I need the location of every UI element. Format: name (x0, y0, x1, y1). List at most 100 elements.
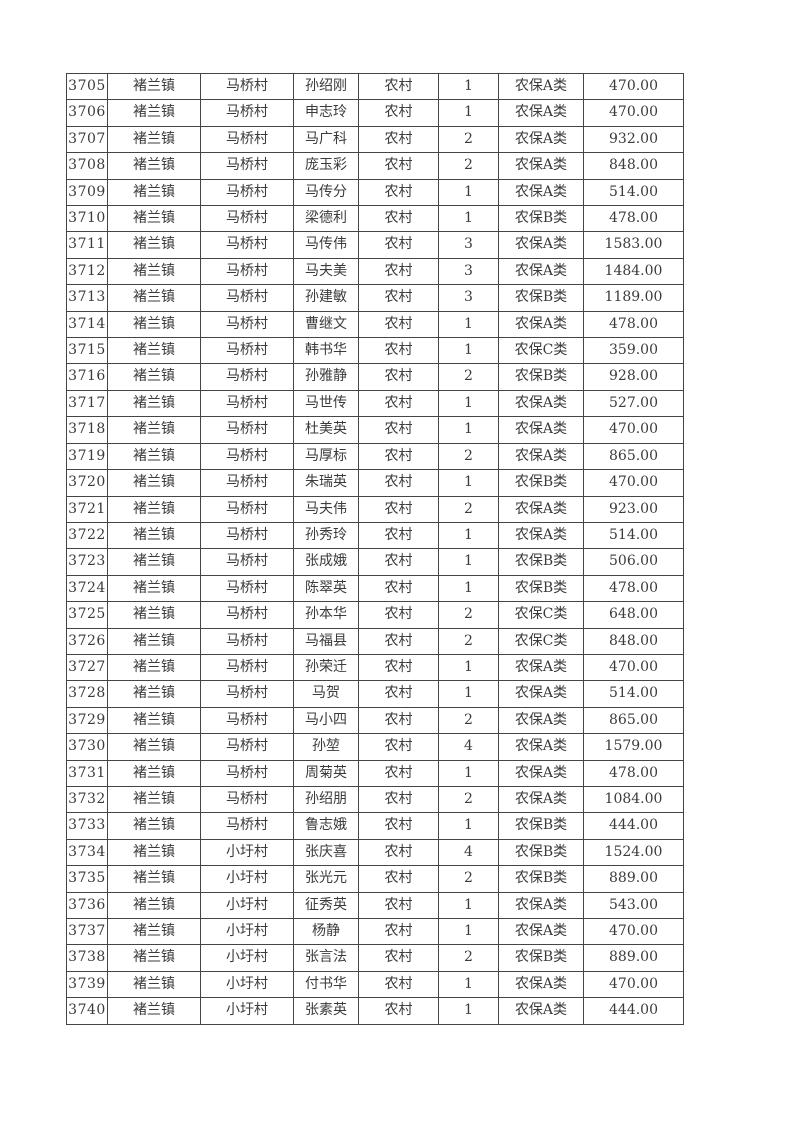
cell-village: 马桥村 (200, 680, 294, 708)
cell-category: 农村 (358, 284, 439, 312)
cell-name: 孙本华 (293, 601, 359, 629)
cell-village: 马桥村 (200, 495, 294, 523)
cell-amount: 470.00 (583, 970, 684, 999)
cell-name: 孙建敏 (293, 284, 359, 312)
cell-serial: 3724 (66, 574, 108, 603)
table-row: 3729 褚兰镇 马桥村 马小四 农村 2 农保A类 865.00 (66, 706, 684, 735)
cell-insurance_class: 农保A类 (498, 785, 584, 814)
table-row: 3724 褚兰镇 马桥村 陈翠英 农村 1 农保B类 478.00 (66, 574, 684, 603)
table-row: 3736 褚兰镇 小圩村 征秀英 农村 1 农保A类 543.00 (66, 891, 684, 920)
table-row: 3727 褚兰镇 马桥村 孙荣迁 农村 1 农保A类 470.00 (66, 653, 684, 682)
cell-town: 褚兰镇 (107, 337, 201, 365)
cell-category: 农村 (358, 865, 439, 893)
table-row: 3716 褚兰镇 马桥村 孙雅静 农村 2 农保B类 928.00 (66, 363, 684, 391)
cell-name: 孙堃 (293, 733, 359, 761)
table-row: 3734 褚兰镇 小圩村 张庆喜 农村 4 农保B类 1524.00 (66, 838, 684, 867)
table-row: 3711 褚兰镇 马桥村 马传伟 农村 3 农保A类 1583.00 (66, 231, 684, 259)
table-container: 3705 褚兰镇 马桥村 孙绍刚 农村 1 农保A类 470.00 3706 褚兰镇 马桥村 申志玲农… (66, 72, 684, 1025)
table-row: 3708 褚兰镇 马桥村 庞玉彩 农村 2 农保A类 848.00 (66, 152, 684, 180)
cell-insurance_class: 农保A类 (498, 970, 584, 999)
cell-village: 马桥村 (200, 416, 294, 444)
table-row: 3706 褚兰镇 马桥村 申志玲 农村 1 农保A类 470.00 (66, 99, 684, 127)
cell-town: 褚兰镇 (107, 178, 201, 207)
cell-village: 马桥村 (200, 231, 294, 259)
cell-name: 马广科 (293, 125, 359, 154)
cell-name: 孙绍刚 (293, 72, 359, 101)
cell-insurance_class: 农保A类 (498, 680, 584, 708)
cell-insurance_class: 农保B类 (498, 548, 584, 576)
cell-insurance_class: 农保A类 (498, 125, 584, 154)
cell-village: 马桥村 (200, 574, 294, 603)
cell-category: 农村 (358, 944, 439, 972)
cell-town: 褚兰镇 (107, 574, 201, 603)
cell-serial: 3710 (66, 205, 108, 233)
table-row: 3735 褚兰镇 小圩村 张光元 农村 2 农保B类 889.00 (66, 865, 684, 893)
cell-insurance_class: 农保B类 (498, 284, 584, 312)
cell-amount: 648.00 (583, 601, 684, 629)
cell-category: 农村 (358, 469, 439, 497)
cell-name: 张成娥 (293, 548, 359, 576)
cell-amount: 514.00 (583, 521, 684, 550)
cell-serial: 3714 (66, 310, 108, 339)
cell-count: 4 (438, 838, 499, 867)
table-row: 3722 褚兰镇 马桥村 孙秀玲 农村 1 农保A类 514.00 (66, 521, 684, 550)
cell-name: 马传分 (293, 178, 359, 207)
table-row: 3738 褚兰镇 小圩村 张言法 农村 2 农保B类 889.00 (66, 944, 684, 972)
cell-amount: 1583.00 (583, 231, 684, 259)
cell-category: 农村 (358, 970, 439, 999)
cell-amount: 1579.00 (583, 733, 684, 761)
cell-insurance_class: 农保A类 (498, 178, 584, 207)
cell-serial: 3712 (66, 257, 108, 286)
cell-count: 2 (438, 706, 499, 735)
cell-amount: 444.00 (583, 997, 684, 1025)
cell-category: 农村 (358, 125, 439, 154)
cell-village: 马桥村 (200, 521, 294, 550)
cell-amount: 1524.00 (583, 838, 684, 867)
cell-serial: 3715 (66, 337, 108, 365)
table-row: 3705 褚兰镇 马桥村 孙绍刚 农村 1 农保A类 470.00 (66, 72, 684, 101)
table-row: 3739 褚兰镇 小圩村 付书华 农村 1 农保A类 470.00 (66, 970, 684, 999)
cell-count: 1 (438, 310, 499, 339)
cell-town: 褚兰镇 (107, 205, 201, 233)
cell-count: 1 (438, 521, 499, 550)
cell-insurance_class: 农保B类 (498, 469, 584, 497)
cell-village: 马桥村 (200, 389, 294, 418)
cell-name: 张庆喜 (293, 838, 359, 867)
cell-amount: 889.00 (583, 944, 684, 972)
cell-town: 褚兰镇 (107, 917, 201, 946)
cell-name: 马福县 (293, 627, 359, 655)
cell-count: 1 (438, 812, 499, 840)
table-row: 3732 褚兰镇 马桥村 孙绍朋 农村 2 农保A类 1084.00 (66, 785, 684, 814)
cell-town: 褚兰镇 (107, 310, 201, 339)
cell-count: 3 (438, 284, 499, 312)
cell-name: 付书华 (293, 970, 359, 999)
cell-category: 农村 (358, 785, 439, 814)
cell-category: 农村 (358, 231, 439, 259)
cell-name: 梁德利 (293, 205, 359, 233)
cell-count: 1 (438, 337, 499, 365)
cell-count: 1 (438, 970, 499, 999)
cell-category: 农村 (358, 389, 439, 418)
cell-category: 农村 (358, 152, 439, 180)
cell-village: 马桥村 (200, 653, 294, 682)
cell-amount: 1189.00 (583, 284, 684, 312)
cell-name: 张素英 (293, 997, 359, 1025)
cell-amount: 923.00 (583, 495, 684, 523)
cell-serial: 3735 (66, 865, 108, 893)
cell-town: 褚兰镇 (107, 416, 201, 444)
cell-name: 孙绍朋 (293, 785, 359, 814)
cell-serial: 3719 (66, 442, 108, 471)
table-row: 3718 褚兰镇 马桥村 杜美英 农村 1 农保A类 470.00 (66, 416, 684, 444)
cell-village: 马桥村 (200, 548, 294, 576)
table-row: 3719 褚兰镇 马桥村 马厚标 农村 2 农保A类 865.00 (66, 442, 684, 471)
table-row: 3731 褚兰镇 马桥村 周菊英 农村 1 农保A类 478.00 (66, 759, 684, 787)
cell-town: 褚兰镇 (107, 785, 201, 814)
cell-amount: 478.00 (583, 310, 684, 339)
cell-name: 马传伟 (293, 231, 359, 259)
cell-town: 褚兰镇 (107, 601, 201, 629)
cell-serial: 3727 (66, 653, 108, 682)
cell-insurance_class: 农保A类 (498, 72, 584, 101)
cell-town: 褚兰镇 (107, 521, 201, 550)
cell-category: 农村 (358, 495, 439, 523)
cell-serial: 3726 (66, 627, 108, 655)
